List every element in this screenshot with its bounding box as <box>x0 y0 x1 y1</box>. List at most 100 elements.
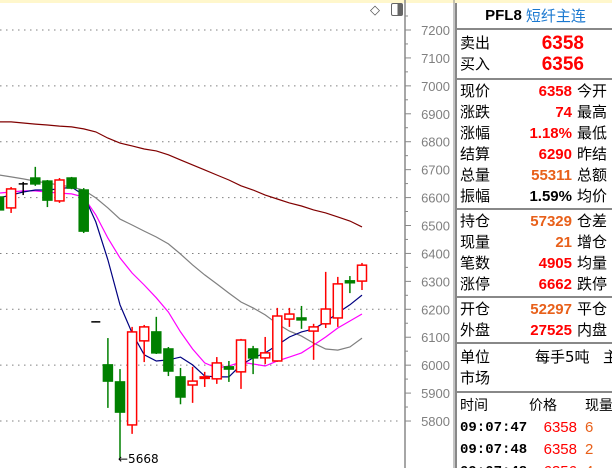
stat-value: 27525 <box>530 322 572 339</box>
top-strip <box>0 0 612 3</box>
y-tick-label: 6100 <box>421 330 450 345</box>
y-tick-label: 6000 <box>421 358 450 373</box>
stat-row: 结算 6290 昨结 <box>457 144 612 165</box>
candle-body <box>187 380 198 386</box>
stat-label-2: 均量 <box>577 254 608 272</box>
stat-row: 总量 55311 总额 <box>457 165 612 186</box>
bid-row: 买入 6356 <box>457 54 612 75</box>
stat-row: 开仓 52297 平仓 <box>457 299 612 320</box>
stat-label: 结算 <box>460 145 491 163</box>
contract-info: 单位 每手5吨 主 市场 <box>457 344 612 393</box>
candle-body <box>296 317 307 321</box>
panel-toggle-icon[interactable] <box>391 3 403 16</box>
unit-label: 单位 <box>460 348 491 366</box>
candle-body <box>356 264 368 282</box>
y-tick-label: 6300 <box>421 274 450 289</box>
unit-row: 单位 每手5吨 主 <box>457 347 612 368</box>
stat-label: 涨幅 <box>460 124 491 142</box>
col-time: 时间 <box>460 398 488 414</box>
candle-body <box>223 366 235 370</box>
stat-label: 涨停 <box>460 275 491 293</box>
tick-price: 6358 <box>543 419 577 436</box>
candle-body <box>42 180 53 201</box>
candle-body <box>66 177 77 189</box>
candle-body <box>199 376 210 380</box>
y-tick-label: 6200 <box>421 302 450 317</box>
stat-label: 现价 <box>460 82 491 100</box>
candle-body <box>284 313 295 320</box>
y-tick-label: 6700 <box>421 163 450 178</box>
unit-value: 每手5吨 <box>535 348 590 366</box>
candle-body <box>211 362 223 380</box>
candle-body <box>320 308 331 325</box>
stat-value: 74 <box>555 104 572 121</box>
stat-label-2: 最高 <box>577 103 608 121</box>
tick-time: 09:07:47 <box>460 420 528 436</box>
bid-label: 买入 <box>460 55 491 73</box>
bid-price: 6356 <box>541 54 584 75</box>
col-price: 价格 <box>529 398 557 414</box>
stat-label-2: 跌停 <box>577 275 608 293</box>
y-tick-label: 6600 <box>421 191 450 206</box>
kline-chart[interactable]: 5800 5900 6000 6100 6200 6300 6400 6500 6600 6700… <box>0 0 455 468</box>
stat-value: 6358 <box>538 83 572 100</box>
low-price-annotation: ←5668 <box>118 452 159 466</box>
ma10-line <box>0 190 363 369</box>
order-book: 卖出 6358 买入 6356 <box>457 30 612 80</box>
candle-body <box>151 331 162 354</box>
col-volume: 现量 <box>585 398 612 414</box>
tick-row: 09:07:48 6356 4 <box>457 461 612 468</box>
stat-label-2: 仓差 <box>577 212 608 230</box>
stat-label-2: 今开 <box>577 82 608 100</box>
position-stats: 持仓 57329 仓差 现量 21 增仓 笔数 4905 均量 涨停 6662 跌停 <box>457 210 612 298</box>
quote-panel: PFL8 短纤主连 卖出 6358 买入 6356 现价 6358 今开 涨跌 7… <box>455 3 612 468</box>
y-tick-label: 6500 <box>421 219 450 234</box>
stat-label-2: 最低 <box>577 124 608 142</box>
stat-value: 57329 <box>530 213 572 230</box>
y-tick-label: 6900 <box>421 107 450 122</box>
candle-body <box>235 339 247 373</box>
y-tick-label: 6400 <box>421 246 450 261</box>
stat-value: 52297 <box>530 301 572 318</box>
stat-row: 持仓 57329 仓差 <box>457 211 612 232</box>
candle-body <box>126 331 138 426</box>
stat-label: 振幅 <box>460 187 491 205</box>
tick-volume: 4 <box>585 461 593 468</box>
candle-body <box>272 315 283 362</box>
stat-row: 现价 6358 今开 <box>457 81 612 102</box>
stat-label: 持仓 <box>460 212 491 230</box>
instrument-header: PFL8 短纤主连 <box>457 3 612 30</box>
stat-label-2: 均价 <box>577 187 608 205</box>
tick-time: 09:07:48 <box>460 442 528 458</box>
diamond-icon[interactable]: ◇ <box>370 3 380 18</box>
market-row: 市场 <box>457 368 612 389</box>
ask-label: 卖出 <box>460 34 491 52</box>
ask-row: 卖出 6358 <box>457 33 612 54</box>
quote-stats: 现价 6358 今开 涨跌 74 最高 涨幅 1.18% 最低 结算 6290 昨结总… <box>457 80 612 210</box>
instrument-name[interactable]: 短纤主连 <box>525 7 586 25</box>
tick-table: 时间 价格 现量 09:07:47 6358 6 09:07:48 6358 2 0… <box>457 393 612 468</box>
stat-row: 涨停 6662 跌停 <box>457 274 612 295</box>
candle-body <box>54 179 65 202</box>
tick-price: 6356 <box>529 461 577 468</box>
tick-time: 09:07:48 <box>460 461 527 468</box>
stat-label: 外盘 <box>460 321 491 339</box>
stat-row: 外盘 27525 内盘 <box>457 320 612 341</box>
y-tick-label: 7200 <box>421 23 450 38</box>
ma60-line <box>0 121 363 228</box>
tick-row: 09:07:47 6358 6 <box>457 417 612 439</box>
stat-label: 总量 <box>460 166 491 184</box>
stat-row: 振幅 1.59% 均价 <box>457 186 612 207</box>
stat-label: 现量 <box>460 233 491 251</box>
stat-value: 4905 <box>538 255 572 272</box>
open-close-stats: 开仓 52297 平仓 外盘 27525 内盘 <box>457 298 612 344</box>
candle-body <box>259 352 271 359</box>
stat-label-2: 总额 <box>577 166 608 184</box>
stat-value: 21 <box>555 234 572 251</box>
tick-volume: 2 <box>585 441 594 458</box>
candle-body <box>114 381 126 413</box>
y-tick-label: 7000 <box>421 79 450 94</box>
stat-label: 开仓 <box>460 300 491 318</box>
candle-body <box>5 188 17 209</box>
candle-body <box>332 283 344 319</box>
